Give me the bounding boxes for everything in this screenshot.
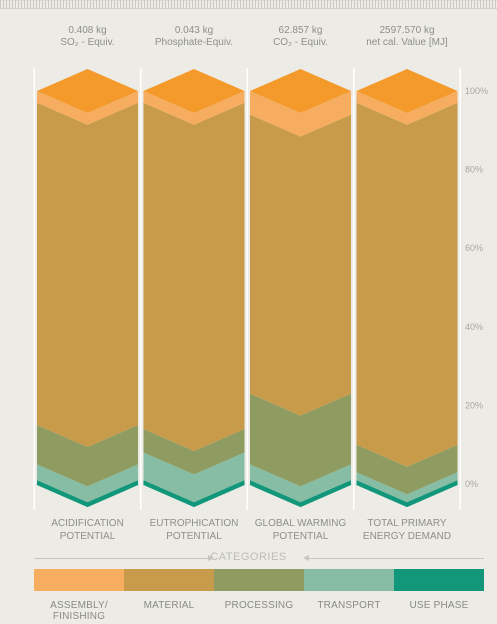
bottom-rim xyxy=(249,483,352,508)
category-label: GLOBAL WARMING xyxy=(255,518,347,529)
category-label: POTENTIAL xyxy=(273,531,329,542)
bottom-rim xyxy=(356,483,458,508)
y-tick-label: 60% xyxy=(465,243,483,253)
top-cap xyxy=(143,69,245,113)
stack-segment xyxy=(250,393,351,487)
y-tick-label: 20% xyxy=(465,400,483,410)
stack-segment xyxy=(356,444,458,495)
y-tick-label: 0% xyxy=(465,479,478,489)
header-value: 2597.570 kg xyxy=(379,25,434,36)
legend-title: CATEGORIES xyxy=(210,551,287,563)
header-value: 0.043 kg xyxy=(175,25,213,36)
legend-swatch-assembly xyxy=(34,569,124,591)
stack-segment xyxy=(250,91,351,137)
y-tick-label: 40% xyxy=(465,322,483,332)
stack-segment xyxy=(250,114,351,416)
header-unit: net cal. Value [MJ] xyxy=(366,37,448,48)
header-unit: SO₂ - Equiv. xyxy=(60,37,114,48)
header-value: 0.408 kg xyxy=(68,25,106,36)
category-label: ACIDIFICATION xyxy=(51,518,124,529)
category-label: ENERGY DEMAND xyxy=(363,531,451,542)
legend-swatch-processing xyxy=(214,569,304,591)
categories-right-arrow xyxy=(303,555,309,561)
stack-segment xyxy=(356,472,458,503)
bottom-rim xyxy=(36,483,139,508)
header-unit: Phosphate-Equiv. xyxy=(155,37,233,48)
stack-segment xyxy=(37,464,138,503)
stack-segment xyxy=(250,464,351,503)
y-tick-label: 80% xyxy=(465,165,483,175)
stack-segment xyxy=(37,102,138,448)
legend-label-processing: PROCESSING xyxy=(224,600,294,611)
category-label: POTENTIAL xyxy=(166,531,222,542)
header-unit: CO₂ - Equiv. xyxy=(273,37,328,48)
stack-segment xyxy=(143,91,245,125)
top-cap xyxy=(250,69,351,113)
top-cap xyxy=(356,69,458,113)
bottom-rim xyxy=(143,483,245,508)
category-label: POTENTIAL xyxy=(60,531,116,542)
legend-label-assembly: ASSEMBLY/ FINISHING xyxy=(50,600,108,622)
stack-segment xyxy=(143,428,245,475)
stack-segment xyxy=(143,102,245,451)
stack-segment xyxy=(143,452,245,503)
categories-right-line xyxy=(309,558,484,559)
top-decorative-rule xyxy=(0,0,497,9)
category-label: EUTROPHICATION xyxy=(150,518,239,529)
header-value: 62.857 kg xyxy=(279,25,323,36)
legend-swatch-material xyxy=(124,569,214,591)
stack-segment xyxy=(37,91,138,125)
legend-labels: ASSEMBLY/ FINISHING MATERIAL PROCESSING … xyxy=(34,600,484,622)
stack-segment xyxy=(356,102,458,467)
legend-swatches xyxy=(34,569,484,591)
stack-segment xyxy=(37,425,138,487)
legend-label-transport: TRANSPORT xyxy=(317,600,381,611)
legend-label-use-phase: USE PHASE xyxy=(409,600,469,611)
y-tick-label: 100% xyxy=(465,86,488,96)
legend-label-material: MATERIAL xyxy=(143,600,195,611)
categories-left-line xyxy=(34,558,210,559)
legend-swatch-use-phase xyxy=(394,569,484,591)
categories-left-arrow xyxy=(208,555,214,561)
stack-segment xyxy=(356,91,458,125)
top-cap xyxy=(37,69,138,113)
legend-swatch-transport xyxy=(304,569,394,591)
category-label: TOTAL PRIMARY xyxy=(367,518,446,529)
